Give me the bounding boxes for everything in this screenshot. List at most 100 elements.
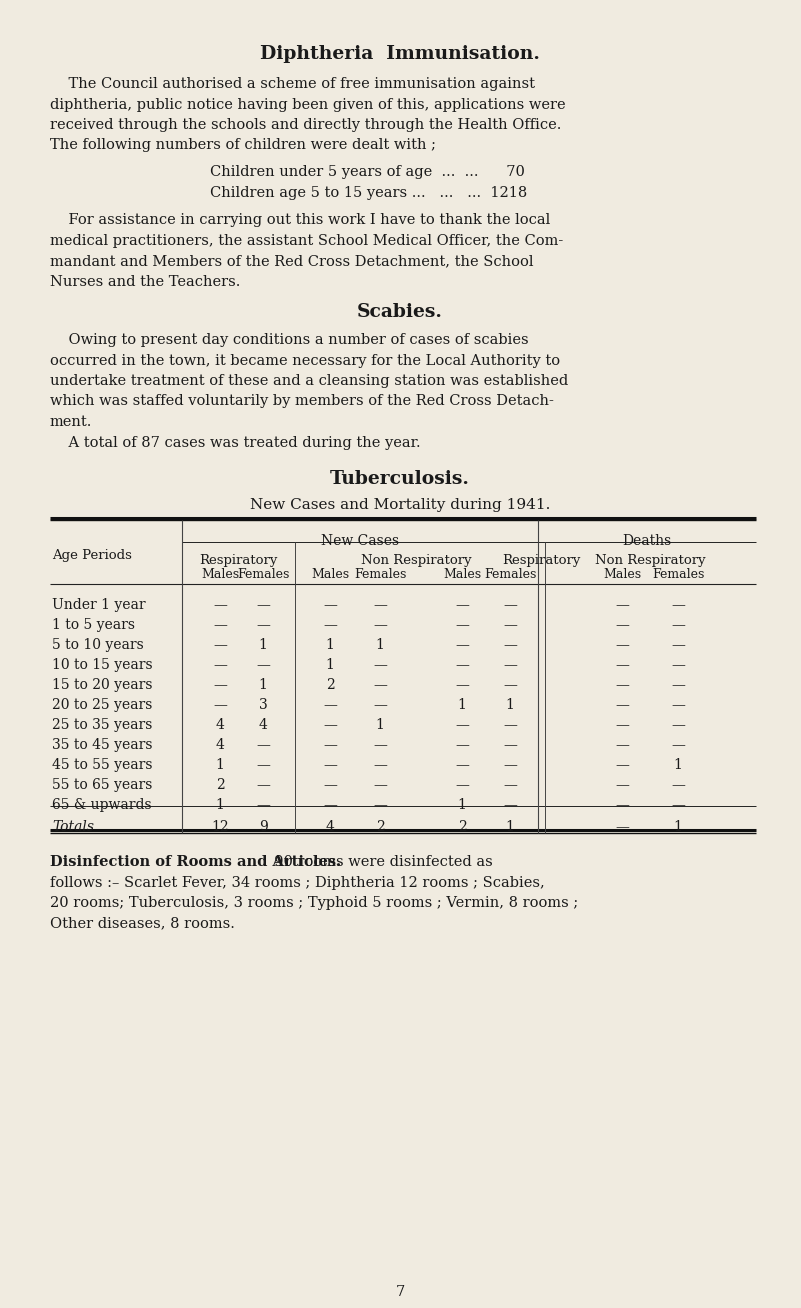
Text: Tuberculosis.: Tuberculosis.	[330, 470, 470, 488]
Text: —: —	[671, 718, 685, 732]
Text: —: —	[503, 598, 517, 612]
Text: —: —	[455, 759, 469, 772]
Text: 1: 1	[674, 759, 682, 772]
Text: 2: 2	[376, 820, 384, 835]
Text: New Cases: New Cases	[321, 534, 399, 548]
Text: Diphtheria  Immunisation.: Diphtheria Immunisation.	[260, 44, 540, 63]
Text: —: —	[615, 820, 629, 835]
Text: —: —	[455, 638, 469, 651]
Text: 65 & upwards: 65 & upwards	[52, 798, 151, 812]
Text: —: —	[323, 738, 337, 752]
Text: 12: 12	[211, 820, 229, 835]
Text: —: —	[323, 778, 337, 793]
Text: —: —	[256, 778, 270, 793]
Text: Under 1 year: Under 1 year	[52, 598, 146, 612]
Text: 7: 7	[396, 1284, 405, 1299]
Text: —: —	[503, 738, 517, 752]
Text: 1: 1	[376, 718, 384, 732]
Text: 4: 4	[215, 718, 224, 732]
Text: 1: 1	[259, 638, 268, 651]
Text: A total of 87 cases was treated during the year.: A total of 87 cases was treated during t…	[50, 436, 421, 450]
Text: 1: 1	[674, 820, 682, 835]
Text: —: —	[256, 598, 270, 612]
Text: Owing to present day conditions a number of cases of scabies: Owing to present day conditions a number…	[50, 334, 529, 347]
Text: 1: 1	[505, 698, 514, 712]
Text: —: —	[323, 598, 337, 612]
Text: —: —	[455, 617, 469, 632]
Text: 25 to 35 years: 25 to 35 years	[52, 718, 152, 732]
Text: —: —	[373, 698, 387, 712]
Text: Females: Females	[652, 568, 704, 581]
Text: follows :– Scarlet Fever, 34 rooms ; Diphtheria 12 rooms ; Scabies,: follows :– Scarlet Fever, 34 rooms ; Dip…	[50, 875, 545, 889]
Text: Disinfection of Rooms and Articles.: Disinfection of Rooms and Articles.	[50, 855, 341, 869]
Text: —: —	[373, 617, 387, 632]
Text: Deaths: Deaths	[622, 534, 671, 548]
Text: medical practitioners, the assistant School Medical Officer, the Com-: medical practitioners, the assistant Sch…	[50, 234, 563, 247]
Text: Males: Males	[201, 568, 239, 581]
Text: —: —	[615, 698, 629, 712]
Text: —: —	[671, 738, 685, 752]
Text: —: —	[615, 658, 629, 672]
Text: —: —	[256, 798, 270, 812]
Text: Females: Females	[484, 568, 536, 581]
Text: —: —	[213, 598, 227, 612]
Text: —: —	[671, 698, 685, 712]
Text: 2: 2	[326, 678, 334, 692]
Text: —: —	[373, 759, 387, 772]
Text: —: —	[671, 678, 685, 692]
Text: 1: 1	[457, 798, 466, 812]
Text: —: —	[615, 798, 629, 812]
Text: —: —	[323, 759, 337, 772]
Text: Other diseases, 8 rooms.: Other diseases, 8 rooms.	[50, 917, 235, 930]
Text: —: —	[213, 638, 227, 651]
Text: New Cases and Mortality during 1941.: New Cases and Mortality during 1941.	[250, 498, 550, 511]
Text: Nurses and the Teachers.: Nurses and the Teachers.	[50, 275, 240, 289]
Text: 4: 4	[215, 738, 224, 752]
Text: —: —	[503, 778, 517, 793]
Text: Non Respiratory: Non Respiratory	[595, 555, 706, 566]
Text: —: —	[671, 638, 685, 651]
Text: —: —	[323, 698, 337, 712]
Text: diphtheria, public notice having been given of this, applications were: diphtheria, public notice having been gi…	[50, 98, 566, 111]
Text: —: —	[671, 617, 685, 632]
Text: 3: 3	[259, 698, 268, 712]
Text: Respiratory: Respiratory	[199, 555, 278, 566]
Text: 15 to 20 years: 15 to 20 years	[52, 678, 152, 692]
Text: —: —	[671, 778, 685, 793]
Text: 35 to 45 years: 35 to 45 years	[52, 738, 152, 752]
Text: —: —	[455, 598, 469, 612]
Text: —: —	[373, 798, 387, 812]
Text: mandant and Members of the Red Cross Detachment, the School: mandant and Members of the Red Cross Det…	[50, 254, 533, 268]
Text: For assistance in carrying out this work I have to thank the local: For assistance in carrying out this work…	[50, 213, 550, 228]
Text: —: —	[615, 638, 629, 651]
Text: —: —	[503, 617, 517, 632]
Text: —: —	[455, 718, 469, 732]
Text: Children age 5 to 15 years ...   ...   ...  1218: Children age 5 to 15 years ... ... ... 1…	[210, 187, 527, 200]
Text: 1: 1	[325, 658, 335, 672]
Text: —: —	[323, 718, 337, 732]
Text: The Council authorised a scheme of free immunisation against: The Council authorised a scheme of free …	[50, 77, 535, 92]
Text: Males: Males	[603, 568, 641, 581]
Text: received through the schools and directly through the Health Office.: received through the schools and directl…	[50, 118, 562, 132]
Text: —: —	[256, 759, 270, 772]
Text: Females: Females	[237, 568, 289, 581]
Text: —: —	[373, 658, 387, 672]
Text: —: —	[455, 738, 469, 752]
Text: ment.: ment.	[50, 415, 92, 429]
Text: 55 to 65 years: 55 to 65 years	[52, 778, 152, 793]
Text: —: —	[503, 718, 517, 732]
Text: 1 to 5 years: 1 to 5 years	[52, 617, 135, 632]
Text: 1: 1	[376, 638, 384, 651]
Text: —: —	[503, 638, 517, 651]
Text: —: —	[503, 759, 517, 772]
Text: Age Periods: Age Periods	[52, 549, 132, 562]
Text: —: —	[256, 617, 270, 632]
Text: —: —	[503, 798, 517, 812]
Text: 20 rooms; Tuberculosis, 3 rooms ; Typhoid 5 rooms ; Vermin, 8 rooms ;: 20 rooms; Tuberculosis, 3 rooms ; Typhoi…	[50, 896, 578, 910]
Text: —: —	[323, 798, 337, 812]
Text: 10 to 15 years: 10 to 15 years	[52, 658, 153, 672]
Text: Non Respiratory: Non Respiratory	[361, 555, 472, 566]
Text: —: —	[256, 738, 270, 752]
Text: 1: 1	[215, 798, 224, 812]
Text: 20 to 25 years: 20 to 25 years	[52, 698, 152, 712]
